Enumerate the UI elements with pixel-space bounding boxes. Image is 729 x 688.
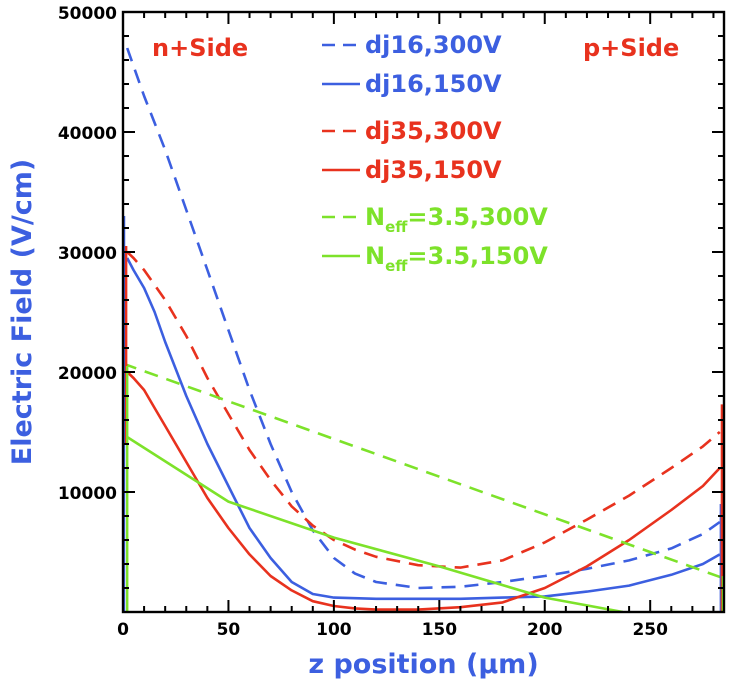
- x-tick-label: 100: [316, 620, 352, 640]
- y-tick-label: 20000: [58, 364, 117, 384]
- p-side-label: p+Side: [583, 34, 679, 62]
- series-line-dj35-300v: [126, 251, 721, 569]
- y-tick-label: 10000: [58, 484, 117, 504]
- series-line-n-eff-3-5-300v: [123, 362, 724, 580]
- plot-border: [121, 10, 726, 614]
- plot-frame: [121, 10, 726, 614]
- legend-label: dj35,150V: [365, 156, 502, 184]
- x-tick-label: 200: [527, 620, 563, 640]
- axis-ticks: 0 50 100 150 200 250 10000 20000 30000 40000 50000: [58, 4, 724, 640]
- legend-label: dj16,300V: [365, 31, 502, 59]
- annotations: n+Side p+Side: [152, 34, 679, 62]
- series-line-dj35-150v: [126, 371, 721, 611]
- x-axis-title: z position (μm): [308, 649, 538, 680]
- legend-label: Neff=3.5,300V: [365, 203, 548, 236]
- legend-label: dj35,300V: [365, 117, 502, 145]
- y-axis-title: Electric Field (V/cm): [7, 159, 38, 465]
- y-tick-label: 40000: [58, 124, 117, 144]
- series-line-dj16-150v: [126, 257, 721, 601]
- legend-label: Neff=3.5,150V: [365, 242, 548, 275]
- x-tick-label: 50: [217, 620, 241, 640]
- y-tick-label: 50000: [58, 4, 117, 24]
- x-tick-label: 0: [117, 620, 129, 640]
- series-line-dj16-300v: [125, 47, 721, 590]
- series-line-n-eff-3-5-150v: [123, 433, 624, 612]
- y-tick-label: 30000: [58, 244, 117, 264]
- legend: dj16,300V dj16,150V dj35,300V dj35,150V Neff…: [322, 31, 548, 275]
- x-tick-label: 250: [632, 620, 668, 640]
- n-side-label: n+Side: [152, 34, 248, 62]
- x-tick-label: 150: [422, 620, 458, 640]
- legend-label: dj16,150V: [365, 70, 502, 98]
